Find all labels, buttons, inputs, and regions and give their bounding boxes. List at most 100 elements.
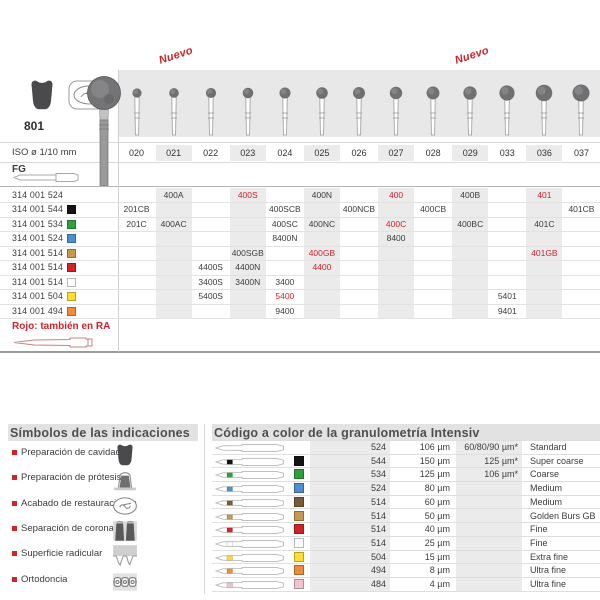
bur-icon [383, 76, 409, 142]
bur-code-cell: 5400 [275, 291, 295, 302]
iso-size-value: 033 [499, 148, 515, 158]
orange-grain-swatch [294, 565, 304, 576]
white-grain-swatch [67, 277, 76, 287]
grain-table-title: Código a color de la granulometría Inten… [214, 426, 480, 440]
orthodontics-icon [112, 569, 138, 595]
iso-size-value: 023 [229, 145, 266, 161]
root-surface-icon [112, 543, 138, 569]
bur-code-cell: 400SC [271, 218, 298, 229]
new-badge: Nuevo [453, 44, 491, 67]
bur-code-cell: 400NCB [342, 204, 376, 215]
brown-grain-swatch [294, 496, 304, 507]
bur-code-cell: 400B [460, 190, 481, 200]
blue-grain-swatch [67, 234, 76, 244]
iso-size-value: 027 [378, 145, 415, 161]
bur-code-cell: 400SCB [269, 204, 301, 215]
indications-title: Símbolos de las indicaciones [10, 426, 190, 440]
restoration-finishing-icon [112, 493, 138, 519]
column-band [155, 188, 192, 318]
white-grain-swatch [294, 537, 304, 548]
grain-name: Standard [530, 442, 567, 452]
order-code: 314 001 544 [12, 204, 64, 215]
indications-title-bar [8, 424, 198, 441]
grain-code: 534 [370, 469, 386, 480]
iso-size-value: 037 [573, 148, 589, 158]
grain-code: 484 [370, 579, 386, 589]
grain-size: 15 µm [424, 551, 450, 562]
black-grain-swatch [294, 455, 304, 466]
bur-icon [457, 76, 483, 142]
order-code: 314 001 504 [12, 291, 64, 302]
grain-code: 504 [370, 551, 386, 562]
column-band [229, 188, 266, 318]
bur-icon [494, 76, 520, 142]
bur-code-cell: 9400 [275, 305, 295, 316]
grain-row: 494 8 µm Ultra fine [212, 563, 600, 578]
bur-code-cell: 400N [311, 190, 333, 200]
bur-code-cell: 5401 [497, 291, 517, 302]
grain-bur-icon [214, 537, 288, 555]
bur-code-cell: 400A [163, 190, 184, 200]
bur-code-cell: 401CB [568, 204, 595, 215]
indication-label: Separación de coronas [21, 522, 119, 534]
order-code: 314 001 524 [12, 233, 64, 244]
indication-label: Preparación de cavidades [21, 447, 131, 458]
bur-code-cell: 9401 [497, 305, 517, 316]
bur-icon [309, 76, 335, 142]
grain-name: Medium [530, 483, 563, 494]
red-note: Rojo: también en RA [12, 321, 111, 332]
order-code: 314 001 524 [12, 190, 64, 200]
indication-label: Superficie radicular [21, 548, 103, 560]
bur-code-cell: 8400N [272, 233, 298, 244]
grain-name: Fine [530, 537, 548, 548]
figure-number: 801 [24, 119, 45, 133]
grain-name: Ultra fine [530, 565, 567, 576]
grain-size: 40 µm [424, 524, 450, 535]
column-band [526, 188, 563, 318]
grain-size: 106 µm [419, 442, 450, 452]
iso-size-value: 025 [303, 145, 340, 161]
featured-bur-image [83, 72, 125, 191]
pink-grain-swatch [294, 579, 304, 589]
bur-code-cell: 201C [126, 218, 147, 229]
bur-code-cell: 401GB [531, 247, 558, 258]
grain-name: Golden Burs GB [530, 510, 596, 521]
grain-alt-size: 60/80/90 µm* [464, 442, 518, 452]
table-row: 314 001 524 8400N 8400 [0, 231, 600, 247]
order-code: 314 001 514 [12, 262, 64, 273]
bur-code-cell: 4400S [198, 262, 223, 273]
grain-bur-icon [214, 482, 288, 500]
indication-bullet [12, 525, 17, 531]
crown-separation-icon [112, 518, 138, 544]
table-row: 314 001 514 3400S 3400N 3400 [0, 275, 600, 291]
grain-size: 150 µm [419, 455, 450, 466]
orange-grain-swatch [67, 306, 76, 316]
iso-size-value: 028 [425, 148, 441, 158]
iso-size-value: 036 [526, 145, 563, 161]
cavity-prep-icon [112, 442, 138, 468]
bur-code-cell: 400SGB [231, 247, 264, 258]
bur-code-cell: 4400N [235, 262, 261, 273]
gold-grain-swatch [294, 510, 304, 521]
bur-code-cell: 401C [534, 218, 555, 229]
bur-icon [161, 76, 187, 142]
table-row: 314 001 514 4400S 4400N 4400 [0, 260, 600, 276]
grain-code: 494 [370, 565, 386, 576]
bur-icon [346, 76, 372, 142]
bur-code-cell: 8400 [386, 233, 406, 244]
grain-name: Fine [530, 524, 548, 535]
grain-name: Ultra fine [530, 579, 567, 589]
bur-icon [531, 76, 557, 142]
black-grain-swatch [67, 205, 76, 215]
bur-icon [124, 76, 150, 142]
bur-code-cell: 3400N [235, 276, 261, 287]
prosthesis-prep-icon [112, 467, 138, 493]
iso-size-value: 026 [351, 148, 367, 158]
bur-code-cell: 400BC [457, 218, 484, 229]
bur-icon [568, 76, 594, 142]
grain-row: 484 4 µm Ultra fine [212, 577, 600, 592]
bur-code-cell: 400 [388, 190, 404, 200]
rule [0, 142, 600, 143]
bur-code-cell: 400S [237, 190, 258, 200]
iso-size-value: 024 [277, 148, 293, 158]
